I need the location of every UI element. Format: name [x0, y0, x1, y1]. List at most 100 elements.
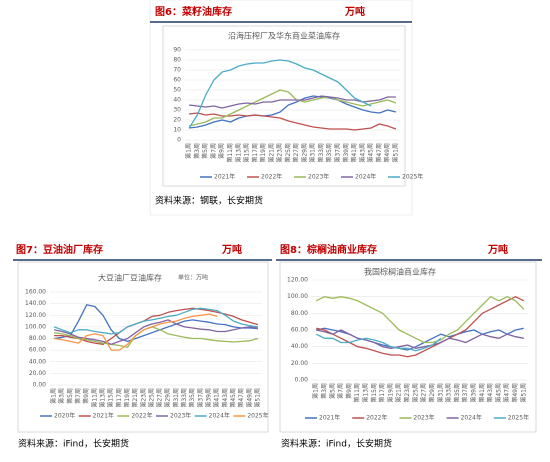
- series-line: [54, 304, 258, 343]
- y-tick-label: 40.00: [29, 358, 46, 365]
- x-tick-label: 第31周: [309, 143, 317, 163]
- x-tick-label: 第37周: [461, 383, 469, 403]
- x-tick-label: 第3周: [320, 383, 328, 399]
- x-tick-label: 第15周: [243, 143, 251, 163]
- x-tick-label: 第27周: [156, 388, 164, 408]
- figure-header: 图7：豆油油厂库存: [16, 243, 103, 256]
- x-tick-label: 第33周: [317, 143, 325, 163]
- chart-title: 沿海压榨厂及华东商业菜油库存: [228, 31, 340, 41]
- legend-label: 2021年: [214, 173, 235, 181]
- x-tick-label: 第3周: [58, 388, 66, 404]
- x-tick-label: 第5周: [66, 388, 74, 404]
- x-tick-label: 第29周: [428, 383, 436, 403]
- series-line: [54, 326, 259, 348]
- legend-label: 2022年: [131, 412, 152, 420]
- y-tick-label: 80.00: [29, 335, 46, 342]
- x-tick-label: 第41周: [478, 383, 486, 403]
- y-tick-label: 100.00: [25, 323, 46, 330]
- x-tick-label: 第15周: [107, 388, 115, 408]
- x-tick-label: 第17周: [378, 383, 386, 403]
- x-tick-label: 第41周: [350, 143, 358, 163]
- x-tick-label: 第7周: [209, 143, 217, 159]
- x-tick-label: 第17周: [251, 143, 259, 163]
- y-tick-label: 140.00: [25, 300, 46, 307]
- legend-label: 2024年: [461, 414, 482, 422]
- legend-label: 2025年: [402, 173, 423, 181]
- x-tick-label: 第13周: [362, 383, 370, 403]
- figure-unit: 万吨: [221, 243, 242, 256]
- x-tick-label: 第17周: [115, 388, 123, 408]
- x-tick-label: 第31周: [436, 383, 444, 403]
- x-tick-label: 第51周: [253, 388, 261, 408]
- y-tick-label: 60: [173, 77, 181, 84]
- x-tick-label: 第23周: [276, 143, 284, 163]
- x-tick-label: 第35周: [325, 143, 333, 163]
- x-tick-label: 第25周: [411, 383, 419, 403]
- x-tick-label: 第49周: [383, 143, 391, 163]
- x-tick-label: 第23周: [403, 383, 411, 403]
- y-tick-label: 0.00: [33, 382, 47, 389]
- y-tick-label: 40.00: [291, 343, 308, 350]
- y-tick-label: 40: [173, 97, 181, 104]
- x-tick-label: 第39周: [342, 143, 350, 163]
- legend-label: 2021年: [319, 414, 340, 422]
- series-line: [315, 333, 442, 352]
- x-tick-label: 第27周: [292, 143, 300, 163]
- legend-label: 2020年: [54, 412, 75, 420]
- x-tick-label: 第13周: [234, 143, 242, 163]
- y-tick-label: 120.00: [287, 277, 308, 284]
- y-tick-label: 50: [173, 87, 181, 94]
- x-tick-label: 第45周: [229, 388, 237, 408]
- figure-source: 资料来源：iFind，长安期货: [281, 438, 392, 450]
- x-tick-label: 第43周: [221, 388, 229, 408]
- x-tick-label: 第47周: [237, 388, 245, 408]
- chart-frame: [17, 261, 269, 433]
- series-line: [53, 307, 258, 335]
- x-tick-label: 第5周: [328, 383, 336, 399]
- x-tick-label: 第49周: [511, 383, 519, 403]
- y-tick-label: 80.00: [291, 310, 308, 317]
- x-tick-label: 第45周: [494, 383, 502, 403]
- legend-label: 2023年: [308, 173, 329, 181]
- x-tick-label: 第13周: [99, 388, 107, 408]
- x-tick-label: 第47周: [375, 143, 383, 163]
- x-tick-label: 第49周: [245, 388, 253, 408]
- chart-title: 大豆油厂豆油库存: [98, 273, 162, 283]
- x-tick-label: 第11周: [226, 143, 234, 163]
- x-tick-label: 第33周: [445, 383, 453, 403]
- series-line: [315, 296, 525, 344]
- x-tick-label: 第1周: [185, 143, 193, 159]
- x-tick-label: 第15周: [370, 383, 378, 403]
- chart-subtitle: 单位：万吨: [178, 274, 208, 282]
- figure-header: 图6：菜籽油库存: [155, 5, 232, 18]
- legend-label: 2023年: [170, 412, 191, 420]
- x-tick-label: 第29周: [164, 388, 172, 408]
- x-tick-label: 第23周: [139, 388, 147, 408]
- legend-label: 2023年: [413, 414, 434, 422]
- x-tick-label: 第37周: [196, 388, 204, 408]
- x-tick-label: 第33周: [180, 388, 188, 408]
- figure-source: 资料来源：钢联，长安期货: [155, 195, 263, 207]
- legend-label: 2025年: [247, 412, 268, 420]
- x-tick-label: 第1周: [312, 383, 320, 399]
- x-tick-label: 第27周: [420, 383, 428, 403]
- x-tick-label: 第9周: [218, 143, 226, 159]
- x-tick-label: 第7周: [337, 383, 345, 399]
- y-tick-label: 0.00: [295, 377, 309, 384]
- y-tick-label: 60.00: [29, 347, 46, 354]
- series-line: [316, 296, 525, 358]
- legend-label: 2022年: [366, 414, 387, 422]
- chart-frame: [279, 261, 537, 433]
- series-line: [188, 89, 397, 127]
- x-tick-label: 第41周: [213, 388, 221, 408]
- legend-label: 2025年: [508, 414, 529, 422]
- y-tick-label: 20: [173, 117, 181, 124]
- figure-header: 图8：棕榈油商业库存: [280, 243, 377, 256]
- x-tick-label: 第21周: [131, 388, 139, 408]
- x-tick-label: 第35周: [188, 388, 196, 408]
- y-tick-label: 0: [177, 137, 181, 144]
- y-tick-label: 90: [173, 47, 181, 54]
- x-tick-label: 第29周: [300, 143, 308, 163]
- x-tick-label: 第21周: [267, 143, 275, 163]
